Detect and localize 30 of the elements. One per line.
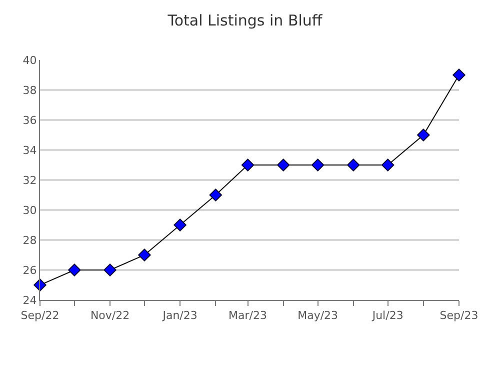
point — [209, 188, 222, 202]
x-tick-label: Sep/22 — [20, 309, 60, 322]
point — [311, 158, 324, 172]
y-tick-label: 24 — [22, 294, 37, 307]
point — [452, 68, 466, 82]
y-tick-label: 36 — [22, 114, 37, 127]
y-tick-label: 30 — [22, 204, 37, 217]
chart-title: Total Listings in Bluff — [166, 12, 323, 30]
y-tick-label: 34 — [22, 144, 37, 157]
y-tick-label: 26 — [22, 264, 37, 277]
point — [138, 248, 151, 262]
point — [417, 128, 430, 142]
x-tick-label: Jan/23 — [162, 309, 198, 322]
point — [104, 264, 116, 276]
point — [347, 158, 360, 172]
point — [241, 158, 254, 172]
x-tick-label: Mar/23 — [228, 309, 268, 322]
point — [68, 264, 81, 276]
point — [381, 158, 394, 172]
y-tick-label: 32 — [22, 174, 37, 187]
y-tick-label: 40 — [22, 54, 37, 67]
point — [34, 278, 46, 292]
point — [277, 158, 290, 172]
x-tick-label: Jul/23 — [371, 309, 404, 322]
y-tick-label: 38 — [22, 84, 37, 97]
y-tick-label: 28 — [22, 234, 37, 247]
x-tick-label: Nov/22 — [90, 309, 130, 322]
x-tick-label: Sep/23 — [440, 309, 478, 322]
x-tick-label: May/23 — [298, 309, 338, 322]
point — [174, 218, 186, 232]
